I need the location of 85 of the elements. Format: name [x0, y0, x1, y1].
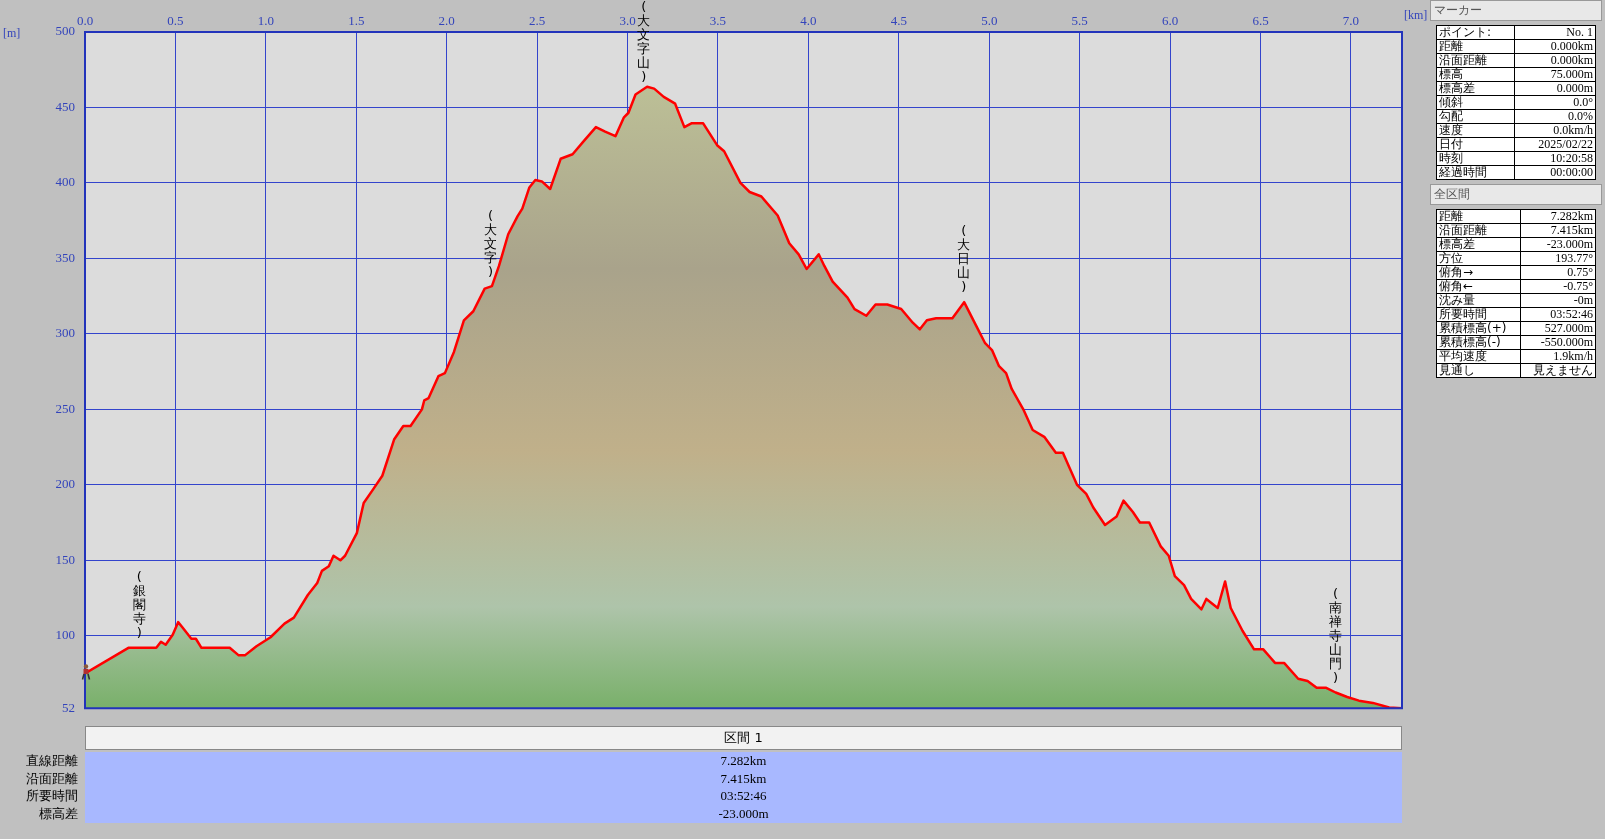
- category-label: 速度: [1439, 123, 1463, 137]
- category-label: 平均速度: [1439, 349, 1487, 363]
- y-tick-label: 400: [55, 174, 75, 190]
- category-label: 直線距離: [26, 753, 78, 768]
- text: 2025/02/22: [1538, 137, 1593, 151]
- y-tick-label: 100: [55, 627, 75, 643]
- category-label: 俯角→: [1439, 265, 1474, 279]
- text: 7.282km: [720, 753, 767, 768]
- category-label: 累積標高(+): [1439, 321, 1507, 335]
- category-label: 沿面距離: [1439, 223, 1487, 237]
- y-tick-label: 300: [55, 325, 75, 341]
- x-tick-label: 2.0: [438, 12, 455, 28]
- text: 00:00:00: [1550, 165, 1593, 179]
- text: 0.000km: [1550, 53, 1593, 67]
- x-tick-label: 7.0: [1342, 12, 1360, 28]
- text: -23.000m: [1546, 237, 1593, 251]
- text: 03:52:46: [1550, 307, 1593, 321]
- category-label: 沈み量: [1439, 293, 1475, 307]
- x-tick-label: 2.5: [529, 12, 546, 28]
- x-tick-label: 1.5: [348, 12, 365, 28]
- category-label: 日付: [1439, 137, 1463, 151]
- text: No. 1: [1566, 25, 1593, 39]
- y-tick-label: 350: [55, 249, 75, 265]
- category-label: 標高: [1439, 67, 1463, 81]
- y-axis-title: [m]: [3, 26, 21, 41]
- category-label: 累積標高(-): [1439, 335, 1501, 349]
- annotation: (銀閣寺): [132, 568, 147, 640]
- category-label: 距離: [1439, 39, 1463, 53]
- text: 7.282km: [1550, 209, 1593, 223]
- y-tick-label: 200: [55, 476, 75, 492]
- text: 0.75°: [1567, 265, 1593, 279]
- text: -0m: [1573, 293, 1593, 307]
- category-label: 俯角←: [1439, 279, 1474, 293]
- text: -0.75°: [1563, 279, 1593, 293]
- category-label: 標高差: [39, 805, 78, 821]
- x-tick-label: 6.5: [1252, 12, 1269, 28]
- category-label: 傾斜: [1439, 95, 1463, 109]
- category-label: 区間 1: [85, 726, 1402, 750]
- y-tick-label: 450: [55, 98, 75, 114]
- text: 193.77°: [1555, 251, 1593, 265]
- category-label: 経過時間: [1439, 165, 1487, 179]
- text: 7.415km: [720, 770, 767, 786]
- x-tick-label: 3.5: [709, 12, 727, 28]
- x-tick-label: 5.5: [1071, 12, 1088, 28]
- x-axis-title: [km]: [1404, 8, 1428, 23]
- x-tick-label: 0.0: [76, 12, 94, 28]
- text: 0.000km: [1550, 39, 1593, 53]
- category-label: 標高差: [1439, 237, 1475, 251]
- text: 03:52:46: [720, 788, 767, 803]
- category-label: 所要時間: [1439, 307, 1487, 321]
- text: -23.000m: [718, 805, 769, 821]
- text: 0.0°: [1573, 95, 1593, 109]
- text: 7.415km: [1550, 223, 1593, 237]
- text: -550.000m: [1540, 335, 1593, 349]
- x-tick-label: 1.0: [257, 12, 274, 28]
- x-tick-label: 0.5: [167, 12, 184, 28]
- text: 0.000m: [1556, 81, 1593, 95]
- text: 10:20:58: [1550, 151, 1593, 165]
- text: 0.0km/h: [1553, 123, 1593, 137]
- text: 見えません: [1533, 363, 1593, 377]
- category-label: 沿面距離: [1439, 53, 1487, 67]
- text: 1.9km/h: [1553, 349, 1593, 363]
- category-label: ポイント:: [1439, 25, 1492, 39]
- y-tick-label: 52: [62, 699, 75, 715]
- x-tick-label: 5.0: [981, 12, 998, 28]
- category-label: 所要時間: [26, 788, 78, 803]
- category-label: 見通し: [1439, 363, 1475, 377]
- x-tick-label: 4.5: [890, 12, 907, 28]
- text: 0.0%: [1568, 109, 1593, 123]
- x-tick-label: 3.0: [619, 12, 636, 28]
- text: マーカー: [1430, 0, 1602, 21]
- y-tick-label: 150: [55, 551, 75, 567]
- category-label: 沿面距離: [26, 770, 78, 786]
- text: 527.000m: [1544, 321, 1593, 335]
- category-label: 方位: [1439, 251, 1463, 265]
- category-label: 距離: [1439, 209, 1463, 223]
- y-tick-label: 250: [55, 400, 75, 416]
- category-label: 時刻: [1439, 151, 1463, 165]
- text: 全区間: [1430, 184, 1602, 205]
- category-label: 勾配: [1439, 109, 1463, 123]
- y-tick-label: 500: [55, 23, 75, 39]
- category-label: 標高差: [1439, 81, 1475, 95]
- x-tick-label: 4.0: [800, 12, 817, 28]
- text: 75.000m: [1550, 67, 1593, 81]
- x-tick-label: 6.0: [1162, 12, 1179, 28]
